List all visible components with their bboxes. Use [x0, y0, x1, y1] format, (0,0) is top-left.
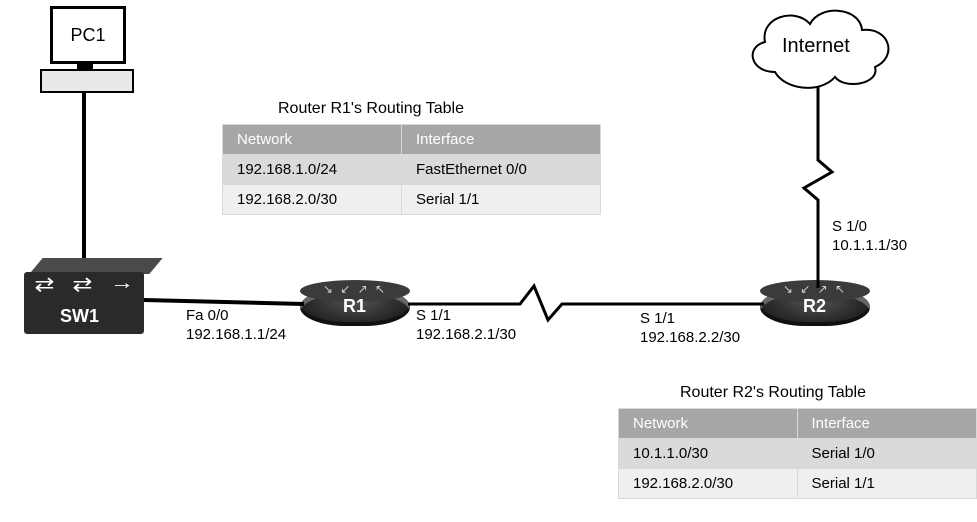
cell: FastEthernet 0/0	[402, 155, 601, 185]
iface-line1: Fa 0/0	[186, 307, 229, 324]
r2-table-title: Router R2's Routing Table	[680, 384, 866, 402]
router-arrows-icon: ↘ ↙ ↗ ↖	[300, 282, 410, 296]
cell: Serial 1/1	[797, 469, 976, 499]
iface-line2: 192.168.2.2/30	[640, 329, 740, 346]
switch-arrow-icon: ⇄	[72, 272, 92, 297]
router-arrows-icon: ↘ ↙ ↗ ↖	[760, 282, 870, 296]
iface-r1-s11: S 1/1 192.168.2.1/30	[416, 307, 516, 345]
switch-arrow-icon: ⇄	[34, 272, 54, 297]
r1-table-title: Router R1's Routing Table	[278, 100, 464, 118]
pc1-label: PC1	[70, 25, 105, 45]
r1-routing-table: Network Interface 192.168.1.0/24 FastEth…	[222, 124, 601, 215]
r2-routing-table: Network Interface 10.1.1.0/30 Serial 1/0…	[618, 408, 977, 499]
table-row: 10.1.1.0/30 Serial 1/0	[619, 439, 977, 469]
col-network: Network	[223, 125, 402, 155]
router-r1-name: R1	[343, 296, 366, 317]
table-row: 192.168.2.0/30 Serial 1/1	[619, 469, 977, 499]
iface-line2: 192.168.1.1/24	[186, 326, 286, 343]
table-row: 192.168.2.0/30 Serial 1/1	[223, 185, 601, 215]
iface-line1: S 1/1	[416, 307, 451, 324]
iface-r2-s11: S 1/1 192.168.2.2/30	[640, 310, 740, 348]
cell: 192.168.1.0/24	[223, 155, 402, 185]
iface-r1-fa00: Fa 0/0 192.168.1.1/24	[186, 307, 286, 345]
cell: 10.1.1.0/30	[619, 439, 798, 469]
cell: Serial 1/0	[797, 439, 976, 469]
col-interface: Interface	[797, 409, 976, 439]
iface-r2-s10: S 1/0 10.1.1.1/30	[832, 218, 907, 256]
col-network: Network	[619, 409, 798, 439]
iface-line1: S 1/0	[832, 218, 867, 235]
table-row: 192.168.1.0/24 FastEthernet 0/0	[223, 155, 601, 185]
col-interface: Interface	[402, 125, 601, 155]
cell: Serial 1/1	[402, 185, 601, 215]
link-pc-sw	[82, 91, 86, 268]
router-r2-name: R2	[803, 296, 826, 317]
cloud-label: Internet	[782, 35, 850, 58]
switch-arrow-icon: →	[110, 272, 134, 295]
iface-line2: 192.168.2.1/30	[416, 326, 516, 343]
table-header-row: Network Interface	[619, 409, 977, 439]
pc1-base	[40, 69, 134, 93]
switch-label: SW1	[60, 306, 99, 327]
cell: 192.168.2.0/30	[619, 469, 798, 499]
pc1-stand	[77, 61, 93, 69]
iface-line1: S 1/1	[640, 310, 675, 327]
cell: 192.168.2.0/30	[223, 185, 402, 215]
iface-line2: 10.1.1.1/30	[832, 237, 907, 254]
pc1-monitor: PC1	[50, 6, 126, 64]
table-header-row: Network Interface	[223, 125, 601, 155]
switch-sw1: ⇄ ⇄ → SW1	[24, 272, 144, 334]
